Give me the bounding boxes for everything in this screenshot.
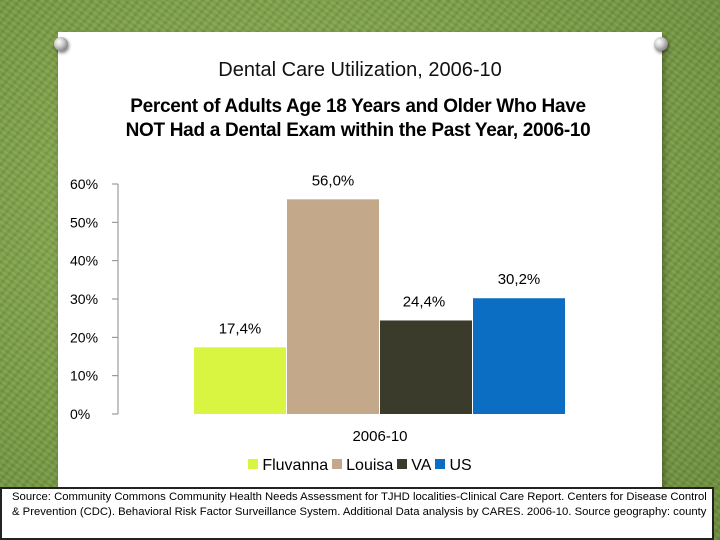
- legend-swatch: [435, 459, 446, 469]
- slide-title: Dental Care Utilization, 2006-10: [218, 59, 502, 81]
- source-note: Source: Community Commons Community Heal…: [0, 487, 714, 540]
- x-category-label: 2006-10: [352, 428, 407, 445]
- legend-label: US: [449, 457, 472, 474]
- y-tick-label: 60%: [70, 176, 98, 192]
- y-tick-label: 30%: [70, 291, 98, 307]
- legend-swatch: [248, 459, 259, 469]
- data-label-fluvanna: 17,4%: [219, 320, 262, 337]
- bar-louisa: [287, 199, 379, 414]
- data-label-va: 24,4%: [403, 293, 446, 310]
- y-tick-label: 50%: [70, 214, 98, 230]
- legend-item-fluvanna: Fluvanna: [248, 457, 328, 475]
- y-tick-label: 0%: [70, 406, 90, 422]
- y-tick-label: 20%: [70, 329, 98, 345]
- data-label-louisa: 56,0%: [312, 172, 355, 189]
- legend-label: Fluvanna: [262, 457, 329, 474]
- legend-item-louisa: Louisa: [332, 457, 393, 475]
- pushpin-left-icon: [54, 37, 68, 51]
- chart-title: Percent of Adults Age 18 Years and Older…: [125, 96, 591, 141]
- bar-fluvanna: [194, 347, 286, 414]
- legend-label: Louisa: [346, 457, 394, 474]
- legend-label: VA: [411, 457, 432, 474]
- bar-us: [473, 298, 565, 414]
- legend-item-va: VA: [397, 457, 431, 475]
- y-tick-label: 10%: [70, 368, 98, 384]
- chart-legend: Fluvanna Louisa VA US: [0, 457, 720, 475]
- pushpin-right-icon: [654, 37, 668, 51]
- bar-va: [380, 320, 472, 414]
- legend-swatch: [397, 459, 408, 469]
- legend-item-us: US: [435, 457, 472, 475]
- data-label-us: 30,2%: [498, 271, 541, 288]
- y-tick-label: 40%: [70, 253, 98, 269]
- legend-swatch: [332, 459, 343, 469]
